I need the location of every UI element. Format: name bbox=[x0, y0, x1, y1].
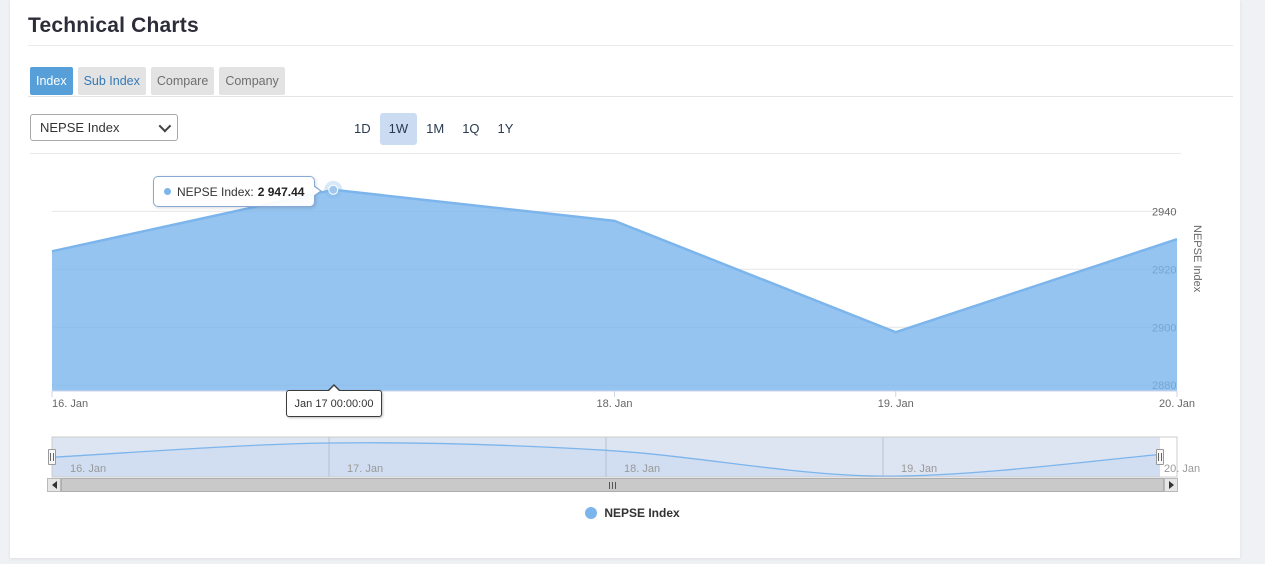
area-series bbox=[52, 189, 1177, 391]
right-arrow-icon bbox=[1168, 481, 1174, 489]
line-series bbox=[51, 188, 1178, 334]
tooltip-value: 2 947.44 bbox=[257, 184, 305, 199]
point-marker bbox=[328, 184, 339, 195]
x-crosshair-label: Jan 17 00:00:00 bbox=[286, 384, 382, 417]
page-title: Technical Charts bbox=[28, 14, 199, 37]
legend: NEPSE Index bbox=[0, 506, 1265, 520]
divider bbox=[30, 153, 1181, 154]
legend-item-nepse-index[interactable]: NEPSE Index bbox=[585, 506, 680, 520]
x-axis-label: 16. Jan bbox=[52, 398, 88, 410]
x-axis-label: 18. Jan bbox=[596, 398, 632, 410]
navigator-handle-left[interactable] bbox=[48, 449, 56, 465]
crosshair-datetime: Jan 17 00:00:00 bbox=[294, 397, 374, 410]
scrollbar-right-button[interactable] bbox=[1164, 478, 1178, 492]
tooltip-series-label: NEPSE Index: bbox=[177, 184, 254, 199]
range-1w-button[interactable]: 1W bbox=[379, 113, 418, 145]
y-axis-title: NEPSE Index bbox=[1191, 225, 1203, 293]
navigator-axis-label: 18. Jan bbox=[624, 463, 660, 475]
range-1y-button[interactable]: 1Y bbox=[489, 113, 523, 145]
y-axis-label: 2940 bbox=[1152, 206, 1176, 218]
navigator-axis-label: 17. Jan bbox=[347, 463, 383, 475]
chart-type-tabs: Index Sub Index Compare Company bbox=[30, 67, 285, 95]
chart-tooltip: NEPSE Index: 2 947.44 bbox=[153, 176, 323, 207]
navigator-axis-label: 20. Jan bbox=[1164, 463, 1200, 475]
tab-index[interactable]: Index bbox=[30, 67, 73, 95]
navigator-series bbox=[51, 442, 1161, 477]
index-select[interactable]: NEPSE Index bbox=[30, 114, 178, 141]
range-selector: 1D 1W 1M 1Q 1Y bbox=[345, 113, 522, 145]
series-dot-icon bbox=[164, 188, 171, 195]
range-1q-button[interactable]: 1Q bbox=[453, 113, 488, 145]
tab-company[interactable]: Company bbox=[219, 67, 285, 95]
navigator-axis-label: 16. Jan bbox=[70, 463, 106, 475]
tab-sub-index[interactable]: Sub Index bbox=[77, 67, 146, 95]
scrollbar-thumb[interactable] bbox=[61, 478, 1164, 492]
grip-icon bbox=[609, 481, 610, 489]
legend-marker-icon bbox=[585, 507, 598, 519]
index-select-value: NEPSE Index bbox=[40, 120, 120, 135]
navigator-area bbox=[52, 442, 1160, 477]
scrollbar-left-button[interactable] bbox=[47, 478, 61, 492]
legend-label: NEPSE Index bbox=[604, 506, 680, 520]
range-1m-button[interactable]: 1M bbox=[417, 113, 453, 145]
tab-compare[interactable]: Compare bbox=[150, 67, 215, 95]
x-axis-label: 19. Jan bbox=[878, 398, 914, 410]
x-axis-label: 20. Jan bbox=[1159, 398, 1195, 410]
navigator-axis-label: 19. Jan bbox=[901, 463, 937, 475]
divider bbox=[28, 96, 1233, 97]
divider bbox=[28, 45, 1233, 46]
left-arrow-icon bbox=[51, 481, 57, 489]
navigator-handle-right[interactable] bbox=[1156, 449, 1164, 465]
range-1d-button[interactable]: 1D bbox=[345, 113, 380, 145]
